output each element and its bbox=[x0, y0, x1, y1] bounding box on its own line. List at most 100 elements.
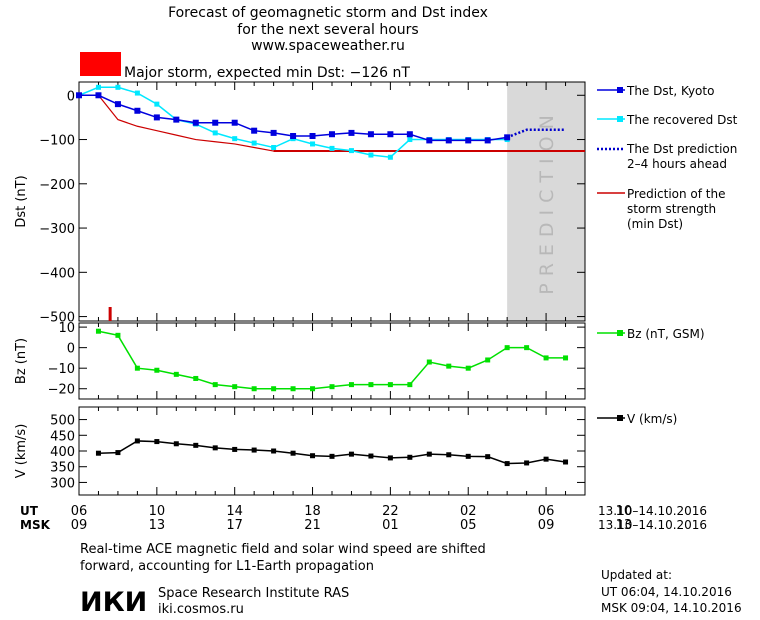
y-tick-label: −400 bbox=[39, 266, 75, 281]
y-tick-label: 500 bbox=[50, 414, 75, 429]
v-point bbox=[154, 439, 160, 445]
note-line2: forward, accounting for L1-Earth propaga… bbox=[80, 559, 374, 574]
recovered-dst-point bbox=[134, 90, 140, 96]
msk-tick-label: 17 bbox=[226, 518, 243, 533]
bz-point bbox=[446, 363, 452, 369]
v-point bbox=[193, 442, 199, 448]
bz-point bbox=[368, 382, 374, 388]
recovered-dst-point bbox=[95, 84, 101, 90]
v-point bbox=[212, 445, 218, 451]
v-point bbox=[271, 448, 277, 454]
y-tick-label: −20 bbox=[48, 383, 75, 398]
legend-label-bz: Bz (nT, GSM) bbox=[627, 327, 705, 341]
chart-title-line2: for the next several hours bbox=[237, 22, 418, 38]
legend-label-prediction: The Dst prediction bbox=[626, 142, 737, 156]
bz-point bbox=[95, 328, 101, 334]
msk-tick-label: 01 bbox=[382, 518, 399, 533]
ut-tick-label: 10 bbox=[149, 504, 166, 519]
bz-panel: 10 0 −10 −20 Bz (nT) bbox=[14, 321, 586, 400]
y-tick-label: 450 bbox=[50, 429, 75, 444]
site-url: www.spaceweather.ru bbox=[251, 38, 405, 54]
v-point bbox=[310, 453, 316, 459]
series-v bbox=[98, 440, 566, 465]
dst-kyoto-point bbox=[114, 101, 121, 108]
series-bz bbox=[98, 330, 566, 390]
y-axis-label: V (km/s) bbox=[14, 424, 29, 479]
recovered-dst-point bbox=[115, 84, 121, 90]
legend: The Dst, Kyoto The recovered Dst The Dst p… bbox=[597, 84, 738, 426]
dst-kyoto-point bbox=[134, 107, 141, 114]
legend-label-strength: Prediction of the bbox=[627, 187, 726, 201]
prediction-band bbox=[507, 82, 585, 321]
institute-url[interactable]: iki.cosmos.ru bbox=[158, 602, 244, 617]
bz-point bbox=[485, 357, 491, 363]
bz-point bbox=[543, 355, 549, 361]
v-point bbox=[329, 453, 335, 459]
legend-label-prediction-2: 2–4 hours ahead bbox=[627, 157, 727, 171]
dst-kyoto-point bbox=[231, 119, 238, 126]
dst-kyoto-point bbox=[329, 131, 335, 138]
dst-kyoto-point bbox=[348, 129, 355, 136]
bz-point bbox=[348, 382, 354, 388]
legend-label-recovered: The recovered Dst bbox=[626, 113, 738, 127]
recovered-dst-point bbox=[407, 137, 413, 143]
v-point bbox=[290, 450, 296, 456]
v-point bbox=[348, 451, 354, 457]
v-point bbox=[115, 450, 121, 456]
recovered-dst-point bbox=[368, 152, 374, 158]
bz-point bbox=[134, 365, 140, 371]
bz-point bbox=[290, 386, 296, 392]
dst-kyoto-point bbox=[309, 132, 316, 139]
storm-level-indicator bbox=[80, 52, 121, 76]
time-axis: UT MSK 13.10–14.10.2016 13.10–14.10.2016… bbox=[20, 504, 707, 533]
legend-label-kyoto: The Dst, Kyoto bbox=[626, 84, 714, 98]
bz-point bbox=[271, 386, 277, 392]
recovered-dst-point bbox=[348, 148, 354, 154]
ut-axis-label: UT bbox=[20, 504, 39, 518]
dst-kyoto-point bbox=[76, 92, 82, 99]
recovered-dst-point bbox=[154, 101, 160, 107]
updated-ut: UT 06:04, 14.10.2016 bbox=[601, 585, 732, 599]
v-point bbox=[407, 454, 413, 460]
msk-tick-label: 09 bbox=[538, 518, 555, 533]
ut-date-range: 13.10–14.10.2016 bbox=[598, 504, 707, 518]
series-recovered-dst bbox=[78, 86, 508, 159]
legend-marker-bz bbox=[617, 330, 623, 336]
bz-point bbox=[524, 345, 530, 351]
institute-name: Space Research Institute RAS bbox=[158, 586, 349, 601]
dst-kyoto-point bbox=[251, 127, 258, 134]
y-tick-label: 10 bbox=[58, 321, 75, 336]
v-point bbox=[232, 446, 238, 452]
v-point bbox=[251, 447, 257, 453]
y-tick-label: −300 bbox=[39, 222, 75, 237]
bz-point bbox=[504, 345, 510, 351]
v-point bbox=[563, 459, 569, 465]
ut-tick-label: 02 bbox=[460, 504, 477, 519]
storm-onset-marker bbox=[108, 307, 112, 321]
recovered-dst-point bbox=[329, 145, 335, 151]
dst-kyoto-point bbox=[406, 131, 413, 138]
ut-tick-label: 06 bbox=[538, 504, 555, 519]
chart-title-line1: Forecast of geomagnetic storm and Dst in… bbox=[168, 5, 488, 21]
v-point bbox=[524, 460, 530, 466]
recovered-dst-point bbox=[212, 130, 218, 136]
bz-point bbox=[232, 384, 238, 390]
y-tick-label: 350 bbox=[50, 461, 75, 476]
bz-point bbox=[173, 371, 179, 377]
bz-point bbox=[426, 359, 432, 365]
dst-kyoto-point bbox=[387, 131, 394, 138]
bz-point bbox=[251, 386, 257, 392]
ut-tick-label: 10 bbox=[616, 504, 633, 519]
legend-label-strength-3: (min Dst) bbox=[627, 217, 683, 231]
legend-label-v: V (km/s) bbox=[627, 412, 677, 426]
y-tick-label: 400 bbox=[50, 445, 75, 460]
y-tick-label: 300 bbox=[50, 476, 75, 491]
plot-frame bbox=[78, 406, 586, 496]
v-point bbox=[368, 453, 374, 459]
bz-point bbox=[329, 384, 335, 390]
y-tick-label: −100 bbox=[39, 134, 75, 149]
dst-kyoto-point bbox=[173, 116, 180, 123]
v-point bbox=[504, 461, 510, 467]
y-tick-label: −10 bbox=[48, 362, 75, 377]
